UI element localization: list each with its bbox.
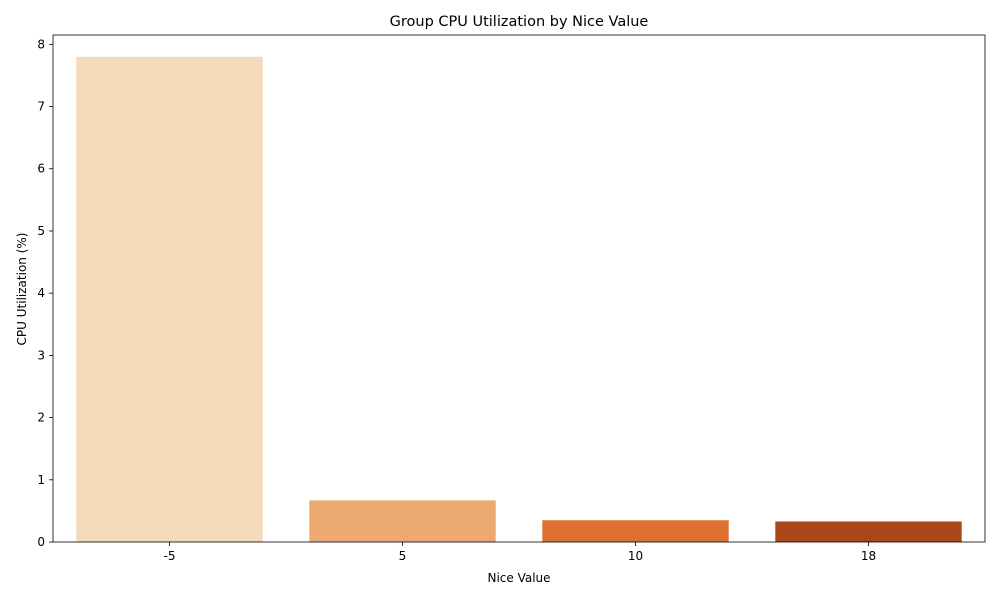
x-axis-label: Nice Value	[487, 571, 550, 585]
y-tick-label: 2	[37, 411, 45, 425]
y-tick-label: 5	[37, 224, 45, 238]
bar--5	[76, 56, 263, 543]
bars-layer	[76, 56, 962, 543]
bar-18	[775, 521, 962, 542]
y-tick-label: 0	[37, 535, 45, 549]
ticks-layer: -5 5 10 18 0 1 2 3 4 5 6 7 8	[37, 37, 876, 563]
axes-layer	[52, 34, 986, 543]
x-tick-label: 5	[399, 549, 407, 563]
y-tick-label: 8	[37, 37, 45, 51]
x-tick-label: 10	[628, 549, 643, 563]
bar-5	[309, 500, 496, 542]
plot-frame	[52, 34, 986, 543]
x-tick-label: 18	[861, 549, 876, 563]
y-tick-label: 3	[37, 348, 45, 362]
y-tick-label: 4	[37, 286, 45, 300]
bar-10	[542, 520, 729, 542]
y-axis-label: CPU Utilization (%)	[15, 233, 29, 346]
x-tick-label: -5	[164, 549, 176, 563]
y-tick-label: 1	[37, 473, 45, 487]
y-tick-label: 7	[37, 100, 45, 114]
chart-title: Group CPU Utilization by Nice Value	[390, 14, 649, 30]
y-tick-label: 6	[37, 162, 45, 176]
